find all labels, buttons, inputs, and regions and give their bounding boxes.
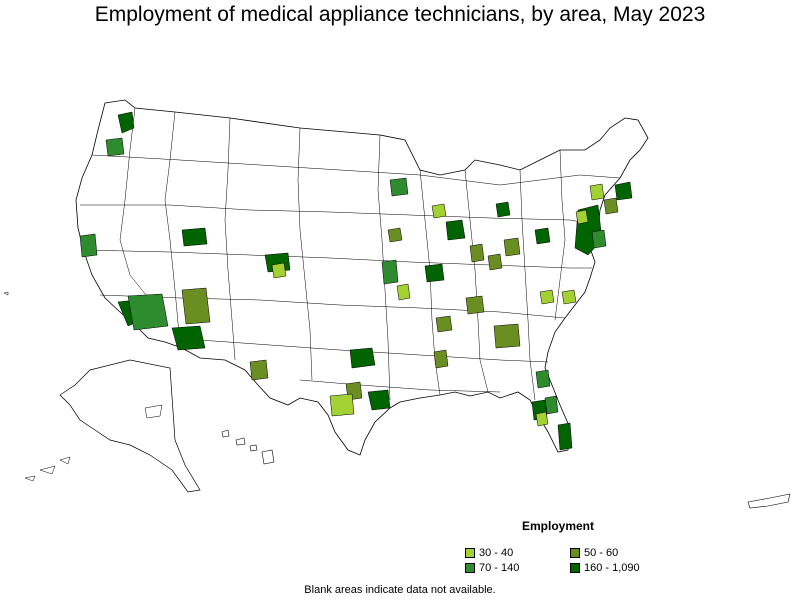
area-jacksonville <box>535 369 551 389</box>
area-hartford <box>603 197 619 215</box>
area-san-antonio <box>329 393 355 417</box>
area-miami <box>557 422 573 451</box>
area-minneapolis <box>389 177 409 197</box>
area-memphis <box>435 315 453 333</box>
area-indianapolis <box>469 243 485 263</box>
area-las-vegas <box>181 287 211 325</box>
area-tulsa <box>396 283 411 301</box>
legend-swatch <box>465 548 475 558</box>
contiguous-us-outline <box>75 99 649 456</box>
area-columbus <box>503 237 521 257</box>
area-boston <box>614 181 633 201</box>
puerto-rico <box>747 493 791 509</box>
area-syracuse <box>589 183 605 201</box>
area-st-louis <box>424 263 445 283</box>
legend-label: 160 - 1,090 <box>584 562 640 574</box>
area-roanoke <box>539 289 555 305</box>
area-nashville <box>465 295 485 315</box>
legend-swatch <box>570 563 580 573</box>
area-des-moines <box>387 227 403 243</box>
area-seattle <box>117 111 135 134</box>
area-madison <box>431 203 447 219</box>
area-colorado-springs <box>271 262 287 279</box>
area-el-paso <box>249 359 269 381</box>
legend-label: 70 - 140 <box>479 562 520 574</box>
area-pittsburgh <box>534 227 551 245</box>
legend-label: 30 - 40 <box>479 547 514 559</box>
area-portland <box>105 137 125 157</box>
area-chicago <box>445 219 466 241</box>
legend-swatch <box>570 548 580 558</box>
area-kansas-city <box>381 259 399 285</box>
area-san-diego <box>127 293 169 331</box>
area-san-francisco <box>79 233 98 258</box>
areas-30-40 <box>271 183 605 427</box>
area-sarasota <box>535 411 549 427</box>
area-louisville <box>487 253 503 271</box>
area-atlanta <box>493 323 521 349</box>
area-dallas <box>349 347 376 369</box>
legend-label: 50 - 60 <box>584 547 619 559</box>
small-island <box>3 291 9 296</box>
footnote: Blank areas indicate data not available. <box>304 584 496 596</box>
areas-70-140 <box>79 137 607 415</box>
area-birmingham <box>433 349 449 369</box>
area-new-york <box>591 229 607 249</box>
map-title: Employment of medical appliance technici… <box>94 3 706 26</box>
area-houston <box>367 389 391 411</box>
areas-50-60 <box>181 197 619 401</box>
alaska-islands <box>24 404 163 482</box>
area-lehigh <box>575 209 589 225</box>
area-charlotte <box>561 289 577 305</box>
area-phoenix <box>171 325 206 351</box>
legend-swatch <box>465 563 475 573</box>
hawaii-islands <box>221 429 275 465</box>
area-orlando <box>544 395 559 415</box>
area-salt-lake <box>181 227 208 247</box>
area-boundaries <box>80 107 621 401</box>
legend-title: Employment <box>522 519 595 533</box>
alaska-outline <box>59 359 201 493</box>
area-detroit <box>495 201 511 218</box>
